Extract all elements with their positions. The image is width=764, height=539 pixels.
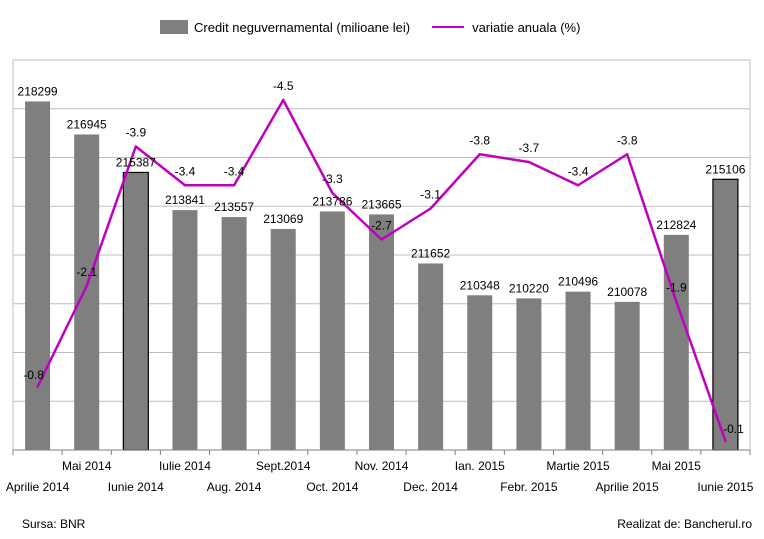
x-tick-label-4: Iulie 2014 (159, 459, 211, 473)
line-point-11 (527, 160, 531, 164)
line-label-5: -3.4 (224, 164, 245, 178)
line-label-10: -3.8 (469, 133, 490, 147)
x-tick-label-1: Aprilie 2014 (6, 480, 70, 494)
bar-4 (172, 210, 198, 450)
x-tick-label-5: Aug. 2014 (207, 480, 262, 494)
line-point-9 (429, 207, 432, 210)
line-label-9: -3.1 (420, 188, 441, 202)
line-label-14: -1.9 (666, 281, 687, 295)
legend-swatch-line (432, 26, 465, 28)
bar-6 (270, 228, 296, 450)
bar-13 (614, 301, 640, 450)
bar-data-labels: 218299 216945 215387 213841 213557 213069 2137… (18, 84, 746, 298)
line-point-10 (478, 153, 481, 156)
bar-label-7: 213786 (312, 194, 352, 208)
line-data-labels: -0.8 -2.1 -3.9 -3.4 -3.4 -4.5 -3.3 -2.7 -3.1 -3.8… (23, 79, 744, 436)
bar-14 (663, 234, 689, 450)
line-point-2 (85, 284, 88, 288)
bar-12 (565, 291, 591, 450)
line-label-1: -0.8 (23, 368, 44, 382)
x-tick-label-3: Iunie 2014 (108, 480, 164, 494)
x-tick-label-8: Nov. 2014 (355, 459, 409, 473)
x-axis: Aprilie 2014 Mai 2014 Iunie 2014 Iulie 2014… (6, 449, 754, 494)
credit-note: Realizat de: Bancherul.ro (617, 517, 752, 531)
bar-label-3: 215387 (116, 155, 156, 169)
bar-label-15: 215106 (705, 162, 745, 176)
x-tick-label-7: Oct. 2014 (306, 480, 358, 494)
line-label-13: -3.8 (617, 133, 638, 147)
line-point-4 (183, 184, 187, 187)
line-point-15 (724, 439, 727, 443)
x-tick-label-10: Ian. 2015 (455, 459, 505, 473)
line-point-1 (36, 385, 39, 388)
line-label-12: -3.4 (568, 164, 589, 178)
x-tick-label-6: Sept.2014 (256, 459, 311, 473)
bar-2 (74, 134, 100, 450)
line-label-8: -2.7 (371, 219, 392, 233)
x-tick-label-14: Mai 2015 (652, 459, 702, 473)
bar-label-5: 213557 (214, 200, 254, 214)
legend: Credit neguvernamental (milioane lei) va… (160, 15, 602, 39)
line-label-6: -4.5 (273, 79, 294, 93)
line-label-15: -0.1 (723, 422, 744, 436)
bar-8 (369, 214, 394, 450)
bar-label-4: 213841 (165, 193, 205, 207)
bar-label-6: 213069 (263, 212, 303, 226)
line-point-12 (576, 184, 580, 187)
line-point-5 (232, 184, 236, 187)
bar-label-10: 210348 (460, 278, 500, 292)
bar-5 (221, 217, 247, 450)
line-label-3: -3.9 (125, 126, 146, 140)
line-label-4: -3.4 (175, 164, 196, 178)
line-label-11: -3.7 (519, 141, 540, 155)
bar-15 (712, 178, 739, 451)
bar-10 (467, 295, 493, 450)
bar-label-14: 212824 (656, 218, 696, 232)
line-label-7: -3.3 (322, 172, 343, 186)
bar-label-8: 213665 (361, 197, 401, 211)
bar-9 (418, 263, 444, 450)
source-note: Sursa: BNR (22, 517, 86, 531)
x-tick-label-2: Mai 2014 (62, 459, 112, 473)
line-point-6 (282, 98, 285, 102)
bar-label-9: 211652 (411, 246, 450, 260)
legend-label-credit: Credit neguvernamental (milioane lei) (194, 19, 411, 35)
bar-1 (25, 101, 51, 450)
bar-7 (319, 211, 345, 450)
x-tick-label-9: Dec. 2014 (403, 480, 458, 494)
bar-label-2: 216945 (67, 117, 107, 131)
x-tick-label-12: Martie 2015 (546, 459, 610, 473)
bar-label-12: 210496 (558, 275, 598, 289)
line-label-2: -2.1 (76, 265, 97, 279)
bar-3 (122, 171, 149, 451)
bar-label-13: 210078 (607, 285, 647, 299)
legend-swatch-bar (160, 20, 188, 34)
x-tick-label-13: Aprilie 2015 (595, 480, 659, 494)
bar-11 (516, 298, 542, 450)
legend-item-credit: Credit neguvernamental (milioane lei) (160, 20, 410, 35)
x-tick-label-11: Febr. 2015 (500, 480, 558, 494)
line-point-8 (380, 238, 383, 241)
line-point-3 (134, 145, 138, 148)
x-tick-label-15: Iunie 2015 (697, 480, 753, 494)
line-series (36, 98, 727, 443)
legend-item-variation: variatie anuala (%) (432, 20, 580, 35)
line-point-7 (331, 191, 334, 195)
line-point-14 (675, 300, 678, 303)
legend-label-variation: variatie anuala (%) (472, 19, 581, 35)
bar-label-11: 210220 (509, 281, 549, 295)
bar-label-1: 218299 (18, 84, 58, 98)
bar-series (25, 101, 739, 451)
line-point-13 (625, 153, 629, 156)
